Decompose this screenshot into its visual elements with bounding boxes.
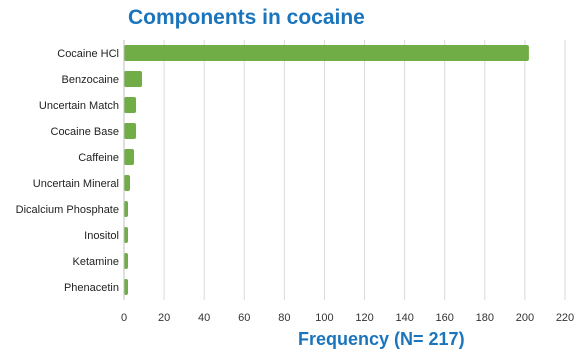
- x-tick-labels: 0 20 40 60 80 100 120 140 160 180 200 220: [121, 312, 574, 324]
- category-label: Benzocaine: [62, 74, 120, 86]
- x-tick-label: 60: [238, 312, 250, 324]
- x-tick-label: 40: [198, 312, 210, 324]
- bar: [124, 278, 129, 296]
- x-tick-label: 160: [436, 312, 454, 324]
- x-tick-label: 20: [158, 312, 170, 324]
- bar: [124, 122, 137, 140]
- category-label: Cocaine HCl: [57, 48, 119, 60]
- category-label: Uncertain Match: [39, 100, 119, 112]
- category-label: Ketamine: [73, 256, 119, 268]
- bars: [124, 44, 529, 296]
- x-tick-label: 100: [315, 312, 333, 324]
- x-tick-label: 200: [516, 312, 534, 324]
- category-label: Cocaine Base: [51, 126, 120, 138]
- bar: [124, 200, 129, 218]
- x-axis-label: Frequency (N= 217): [298, 329, 465, 349]
- bar: [124, 44, 529, 62]
- category-labels: Cocaine HCl Benzocaine Uncertain Match Coca…: [16, 48, 119, 294]
- bar: [124, 148, 135, 166]
- category-label: Inositol: [84, 230, 119, 242]
- category-label: Dicalcium Phosphate: [16, 204, 119, 216]
- category-label: Phenacetin: [64, 282, 119, 294]
- x-tick-label: 180: [476, 312, 494, 324]
- x-tick-label: 120: [355, 312, 373, 324]
- category-label: Caffeine: [78, 152, 119, 164]
- category-label: Uncertain Mineral: [33, 178, 119, 190]
- bar: [124, 174, 131, 192]
- x-tick-label: 140: [395, 312, 413, 324]
- x-tick-label: 220: [556, 312, 574, 324]
- bar: [124, 226, 129, 244]
- bar: [124, 70, 143, 88]
- bar: [124, 96, 137, 114]
- x-tick-label: 80: [278, 312, 290, 324]
- chart-title: Components in cocaine: [128, 6, 365, 29]
- bar: [124, 252, 129, 270]
- x-tick-label: 0: [121, 312, 127, 324]
- gridlines: [163, 40, 566, 300]
